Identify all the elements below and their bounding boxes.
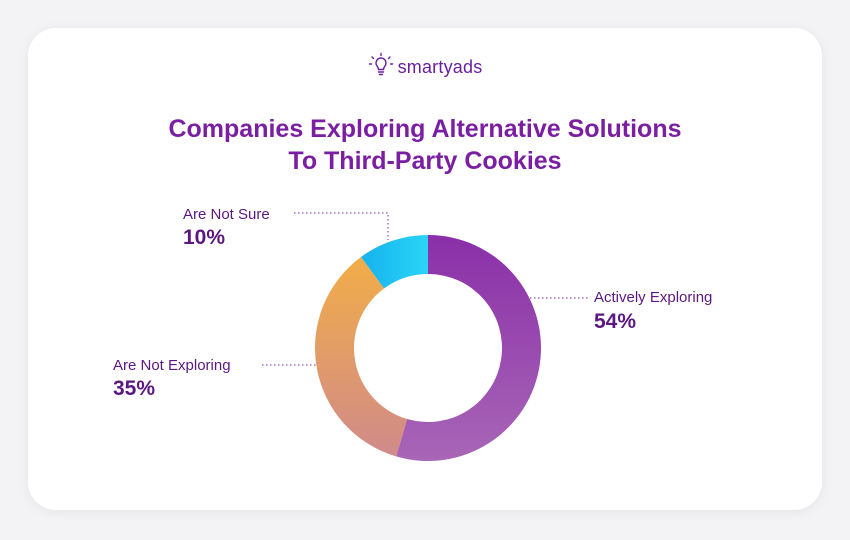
chart-title: Companies Exploring Alternative Solution…	[0, 113, 850, 177]
brand-logo: smartyads	[0, 52, 850, 83]
slice-value-not-exploring: 35%	[113, 377, 155, 400]
donut-slices	[314, 234, 542, 461]
leader-line-not-sure	[294, 212, 389, 240]
slice-label-actively-exploring: Actively Exploring	[594, 289, 712, 306]
slice-label-not-exploring: Are Not Exploring	[113, 357, 231, 374]
slice-label-not-sure: Are Not Sure	[183, 206, 270, 223]
slice-not-sure	[361, 235, 428, 289]
lightbulb-icon	[368, 52, 394, 83]
logo-text: smartyads	[397, 57, 483, 77]
slice-not-exploring	[314, 257, 408, 457]
slice-actively-exploring	[396, 234, 542, 461]
title-line-2: To Third-Party Cookies	[288, 147, 562, 175]
slice-value-not-sure: 10%	[183, 226, 225, 249]
slice-value-actively-exploring: 54%	[594, 310, 636, 333]
title-line-1: Companies Exploring Alternative Solution…	[168, 115, 682, 143]
